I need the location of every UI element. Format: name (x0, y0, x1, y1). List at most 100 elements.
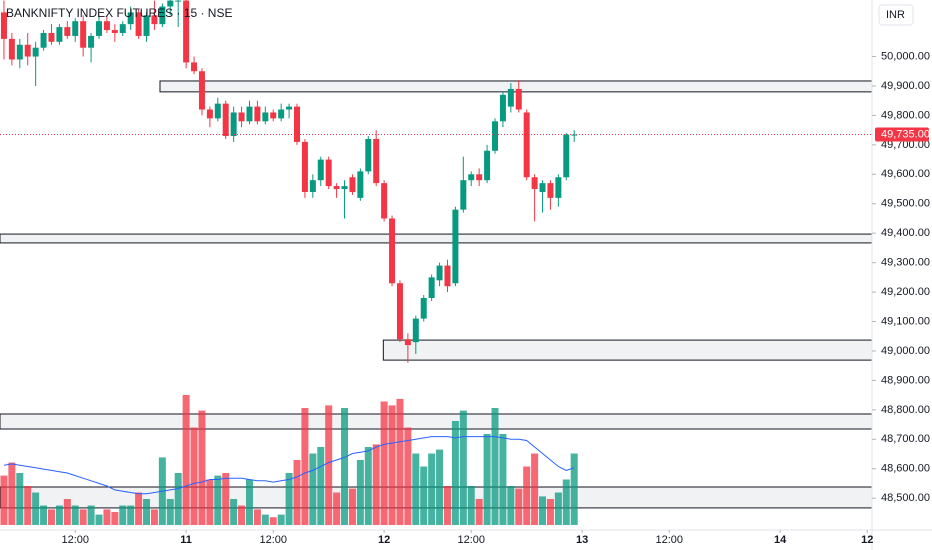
volume-bar (230, 499, 238, 525)
volume-bar (301, 408, 309, 525)
volume-bar (539, 496, 547, 525)
volume-bar (16, 473, 24, 525)
candle-body (349, 177, 356, 192)
candle-body (301, 141, 308, 192)
volume-bar (515, 488, 523, 525)
y-tick-label: 49,400.00 (881, 227, 930, 239)
volume-bar (24, 486, 32, 525)
candle-body (428, 277, 435, 298)
y-tick-label: 49,900.00 (881, 80, 930, 92)
x-tick-label: 12 (378, 534, 390, 546)
volume-bar (491, 408, 499, 525)
currency-button[interactable] (878, 4, 914, 26)
volume-bar (333, 492, 341, 525)
candle-body (317, 159, 324, 181)
x-tick-label: 12:00 (259, 534, 287, 546)
volume-bar (190, 427, 198, 525)
volume-bar (285, 473, 293, 525)
candle-body (167, 0, 174, 7)
zones (0, 80, 873, 509)
candle-body (0, 12, 7, 39)
volume-bar (348, 488, 356, 525)
volume-bar (531, 453, 539, 525)
x-tick-label: 12:00 (457, 534, 485, 546)
y-tick-label: 48,900.00 (881, 374, 930, 386)
candle-body (365, 138, 372, 172)
candle-body (523, 112, 530, 178)
candle-body (88, 35, 95, 48)
currency-label[interactable]: INR (886, 9, 905, 21)
y-tick-label: 49,200.00 (881, 286, 930, 298)
candle-body (159, 6, 166, 25)
candle-body (460, 180, 467, 210)
candle-body (127, 12, 134, 25)
candle-body (96, 21, 103, 36)
candle-body (64, 27, 71, 36)
y-tick-label: 48,700.00 (881, 433, 930, 445)
candle-body (111, 30, 118, 33)
volume-bar (55, 505, 63, 525)
y-tick-label: 49,600.00 (881, 168, 930, 180)
volume-bar (562, 479, 570, 525)
volume-bar (47, 509, 55, 525)
volume-bar (222, 473, 230, 525)
volume-bar (32, 492, 40, 525)
candle-body (325, 159, 332, 187)
volume-bar (238, 505, 246, 525)
volume-bar (40, 505, 48, 525)
candle-body (191, 62, 198, 72)
candle-body (246, 106, 253, 122)
volume-bar (404, 427, 412, 525)
volume-bar (293, 460, 301, 525)
volume-bar (87, 505, 95, 525)
volume-bar (364, 447, 372, 525)
candle-body (412, 318, 419, 343)
candle-body (571, 134, 578, 136)
candle-body (238, 112, 245, 122)
candle-body (16, 44, 23, 60)
candle-body (230, 112, 237, 137)
y-tick-label: 49,000.00 (881, 345, 930, 357)
candle-body (333, 186, 340, 190)
volume-bar (95, 514, 103, 525)
volume-bar (523, 466, 531, 525)
volume-bar (499, 434, 507, 525)
volume-bar (459, 410, 467, 525)
y-tick-label: 49,300.00 (881, 257, 930, 269)
candle-body (278, 109, 285, 119)
volume-bar (388, 405, 396, 525)
volume-bar (428, 453, 436, 525)
volume-bar (71, 505, 79, 525)
candle-body (72, 21, 79, 36)
chart-title: BANKNIFTY INDEX FUTURES · 15 · NSE (6, 6, 232, 20)
candles (0, 0, 872, 363)
candle-body (151, 15, 158, 25)
volume-bar (79, 509, 87, 525)
y-tick-label: 49,100.00 (881, 315, 930, 327)
volume-bar (127, 505, 135, 525)
candle-body (452, 209, 459, 284)
candle-body (484, 150, 491, 181)
volume-bar (380, 401, 388, 525)
candle-body (286, 106, 293, 110)
volume-bar (214, 475, 222, 525)
candle-body (389, 218, 396, 284)
candle-body (373, 138, 380, 184)
y-tick-label: 48,600.00 (881, 463, 930, 475)
volume-bar (420, 466, 428, 525)
x-tick-label: 13 (576, 534, 588, 546)
candle-body (492, 121, 499, 151)
volume-bar (309, 453, 317, 525)
volume-bar (198, 410, 206, 525)
candle-body (135, 12, 142, 36)
volume-bar (261, 514, 269, 525)
volume-bar (0, 475, 8, 525)
candle-body (539, 183, 546, 192)
volume-bar (143, 499, 151, 525)
volume-bar (475, 499, 483, 525)
volume-bar (206, 479, 214, 525)
candle-body (444, 265, 451, 287)
volume-bar (317, 447, 325, 525)
volume-bar (277, 514, 285, 525)
x-tick-label: 11 (180, 534, 192, 546)
